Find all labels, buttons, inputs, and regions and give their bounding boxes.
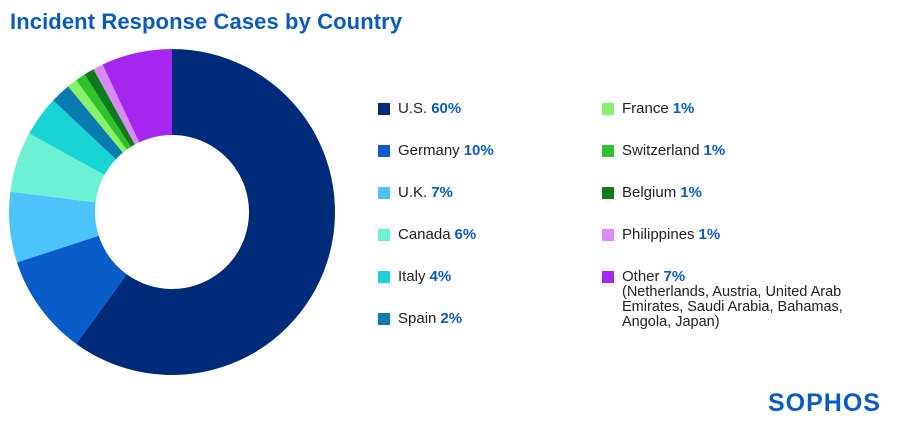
legend-value: 10%: [463, 142, 494, 159]
legend-value: 6%: [454, 226, 477, 243]
legend-item-u-k-: U.K. 7%: [378, 184, 453, 201]
legend-label: France: [622, 100, 669, 117]
legend-value: 7%: [431, 184, 453, 201]
slice-canada: [10, 133, 105, 203]
slice-philippines: [93, 64, 140, 145]
legend-entry: U.S. 60%: [398, 100, 461, 117]
slice-switzerland: [76, 74, 131, 150]
legend-label: Italy: [398, 268, 426, 285]
legend-item-switzerland: Switzerland 1%: [602, 142, 725, 159]
slice-spain: [53, 86, 123, 160]
slice-u-s-: [76, 49, 335, 376]
slice-belgium: [84, 69, 135, 147]
slice-u-k-: [8, 191, 99, 263]
legend-entry: Canada 6%: [398, 226, 476, 243]
legend-note: (Netherlands, Austria, United Arab Emira…: [622, 284, 843, 330]
legend-value: 1%: [672, 100, 695, 117]
slice-other: [102, 49, 172, 143]
legend-entry: Germany 10%: [398, 142, 494, 159]
legend-text-block: Italy 4%: [398, 268, 451, 285]
legend-entry: France 1%: [622, 100, 694, 117]
legend-text-block: Switzerland 1%: [622, 142, 725, 159]
slice-france: [68, 80, 127, 153]
legend-swatch: [378, 229, 390, 241]
legend-text-block: U.K. 7%: [398, 184, 453, 201]
legend-item-belgium: Belgium 1%: [602, 184, 702, 201]
legend-value: 1%: [680, 184, 702, 201]
legend-label: U.S.: [398, 100, 428, 117]
legend-label: Germany: [398, 142, 460, 159]
legend-entry: Other 7%: [622, 268, 852, 285]
legend-swatch: [602, 145, 614, 157]
legend-entry: Spain 2%: [398, 310, 462, 327]
legend-value: 60%: [431, 100, 462, 117]
legend-item-france: France 1%: [602, 100, 694, 117]
sophos-logo: SOPHOS: [768, 389, 881, 417]
legend-value: 4%: [429, 268, 452, 285]
legend-text-block: Spain 2%: [398, 310, 462, 327]
legend-swatch: [602, 103, 614, 115]
legend-swatch: [602, 271, 614, 283]
legend-item-germany: Germany 10%: [378, 142, 494, 159]
legend-item-philippines: Philippines 1%: [602, 226, 720, 243]
legend-text-block: Philippines 1%: [622, 226, 720, 243]
legend-label: Philippines: [622, 226, 695, 243]
legend-value: 1%: [703, 142, 726, 159]
legend-text-block: Belgium 1%: [622, 184, 702, 201]
legend-item-spain: Spain 2%: [378, 310, 462, 327]
legend-value: 1%: [698, 226, 721, 243]
legend-item-other: Other 7% (Netherlands, Austria, United Ara…: [602, 268, 852, 330]
legend-swatch: [602, 187, 614, 199]
legend-text-block: Canada 6%: [398, 226, 476, 243]
legend-item-u-s-: U.S. 60%: [378, 100, 461, 117]
legend-item-italy: Italy 4%: [378, 268, 451, 285]
legend-value: 2%: [440, 310, 463, 327]
legend-swatch: [378, 313, 390, 325]
legend-swatch: [602, 229, 614, 241]
legend-entry: Philippines 1%: [622, 226, 720, 243]
legend-text-block: Germany 10%: [398, 142, 494, 159]
legend-label: Spain: [398, 310, 437, 327]
legend-swatch: [378, 145, 390, 157]
legend-label: Belgium: [622, 184, 677, 201]
legend-swatch: [378, 271, 390, 283]
legend-entry: Belgium 1%: [622, 184, 702, 201]
legend-item-canada: Canada 6%: [378, 226, 476, 243]
legend-label: U.K.: [398, 184, 428, 201]
legend-entry: Italy 4%: [398, 268, 451, 285]
slice-italy: [29, 100, 116, 175]
legend-value: 7%: [663, 268, 686, 285]
legend-entry: Switzerland 1%: [622, 142, 725, 159]
chart-title: Incident Response Cases by Country: [10, 9, 403, 34]
legend-label: Switzerland: [622, 142, 700, 159]
donut-chart: [8, 49, 335, 376]
legend-text-block: U.S. 60%: [398, 100, 461, 117]
legend-entry: U.K. 7%: [398, 184, 453, 201]
legend-label: Canada: [398, 226, 451, 243]
legend-text-block: Other 7% (Netherlands, Austria, United Ara…: [622, 268, 852, 330]
legend-label: Other: [622, 268, 660, 285]
slice-germany: [16, 235, 127, 344]
legend-swatch: [378, 103, 390, 115]
legend-swatch: [378, 187, 390, 199]
legend-text-block: France 1%: [622, 100, 694, 117]
